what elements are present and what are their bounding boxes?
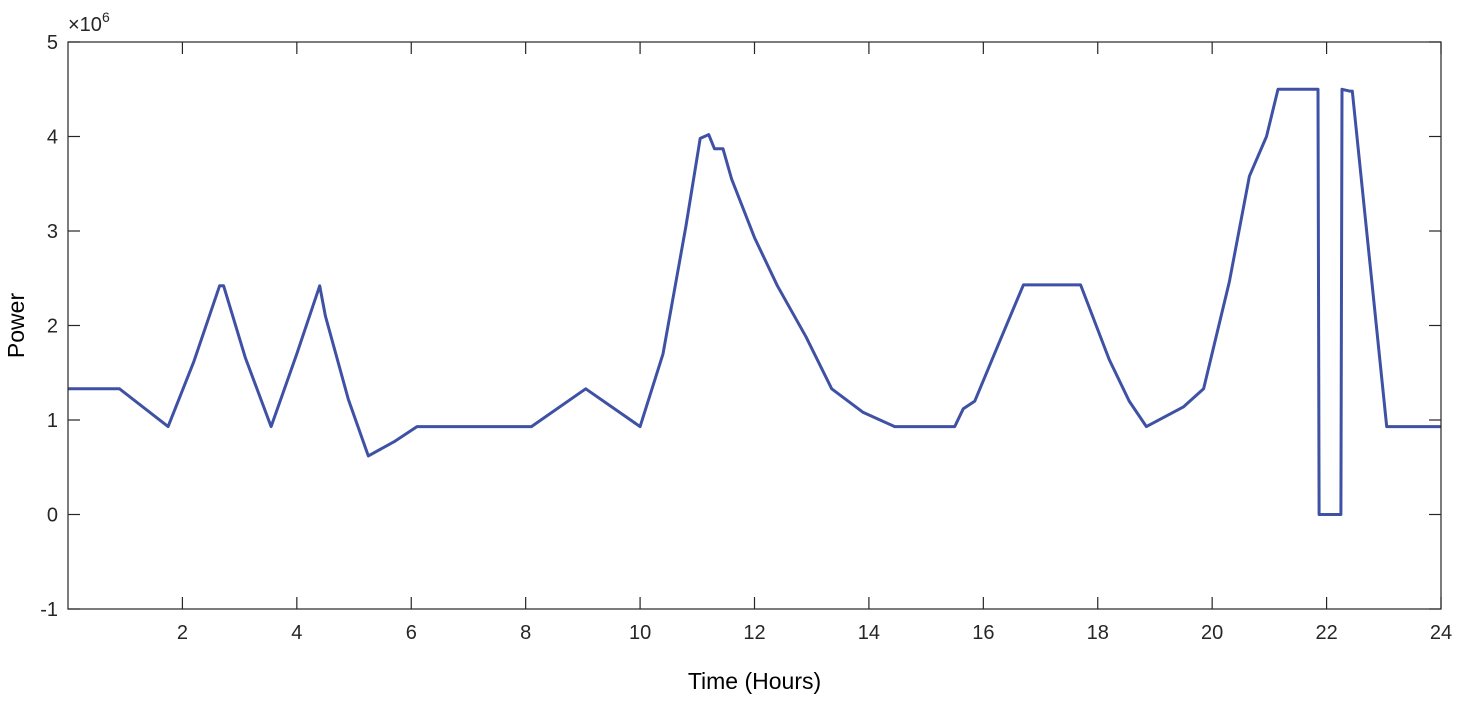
x-axis-ticks: 2 4 6 8 10 12 14 16 18 20 22 24 [177,42,1452,644]
y-tick-label: -1 [40,599,58,621]
y-axis-title: Power [3,293,29,359]
x-tick-label: 24 [1430,622,1452,644]
y-tick-label: 4 [47,127,58,149]
x-tick-label: 22 [1315,622,1337,644]
x-tick-label: 12 [743,622,765,644]
plot-frame [67,41,1442,610]
y-exponent-base: ×10 [68,14,102,36]
x-tick-label: 20 [1201,622,1223,644]
x-tick-label: 16 [972,622,994,644]
y-axis-ticks: -1 0 1 2 3 4 5 [40,32,1441,621]
x-tick-label: 18 [1087,622,1109,644]
x-tick-label: 14 [858,622,880,644]
y-tick-label: 3 [47,221,58,243]
x-tick-label: 2 [177,622,188,644]
y-tick-label: 1 [47,410,58,432]
y-tick-label: 2 [47,316,58,338]
x-tick-label: 10 [629,622,651,644]
power-series-line [68,87,1441,516]
x-tick-label: 8 [520,622,531,644]
x-tick-label: 4 [291,622,302,644]
data-series [68,87,1441,516]
y-exponent-power: 6 [102,9,110,25]
y-exponent-label: ×106 [68,9,110,36]
x-axis-title: Time (Hours) [688,668,821,694]
y-tick-label: 0 [47,505,58,527]
x-tick-label: 6 [406,622,417,644]
y-tick-label: 5 [47,32,58,54]
